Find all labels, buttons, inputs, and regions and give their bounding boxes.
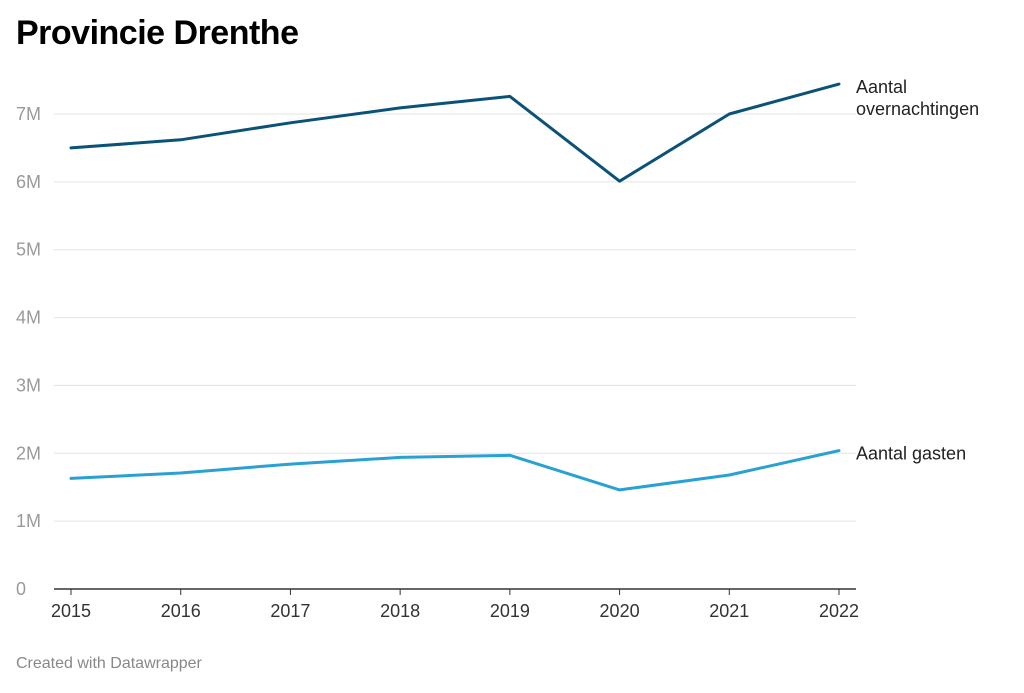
x-tick-label: 2019 [490,601,530,621]
x-tick-label: 2017 [270,601,310,621]
x-tick-label: 2016 [161,601,201,621]
x-tick-label: 2018 [380,601,420,621]
y-tick-label: 7M [16,104,41,124]
credit-text: Created with Datawrapper [16,655,202,672]
x-tick-label: 2020 [600,601,640,621]
series-label: overnachtingen [856,99,979,119]
series-line [69,449,841,492]
x-tick-label: 2021 [709,601,749,621]
y-tick-label: 1M [16,511,41,531]
x-tick-label: 2022 [819,601,859,621]
y-tick-label: 4M [16,308,41,328]
y-tick-label: 5M [16,240,41,260]
series-label: Aantal [856,77,907,97]
y-tick-label: 2M [16,443,41,463]
x-tick-label: 2015 [51,601,91,621]
y-tick-label: 3M [16,375,41,395]
y-tick-label: 6M [16,172,41,192]
y-tick-label: 0 [16,579,26,599]
chart-title: Provincie Drenthe [16,14,299,52]
series-line [69,82,841,183]
series-label: Aantal gasten [856,444,966,464]
